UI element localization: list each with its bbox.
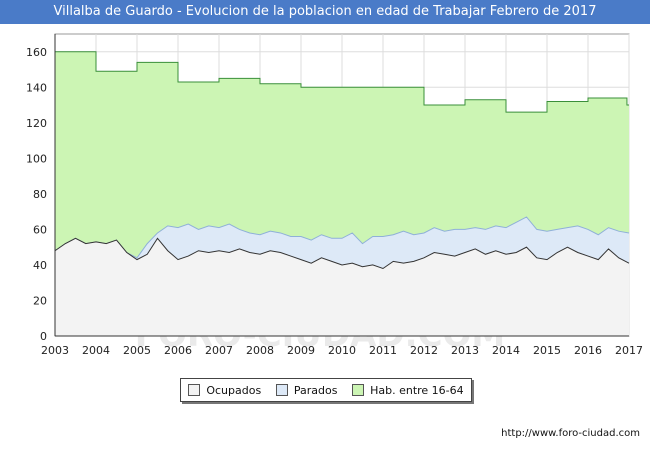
y-tick-label-80: 80 xyxy=(33,188,47,201)
axes: 0 20 40 60 80 100 120 140 160 2003 2004 2005 2006 200… xyxy=(26,34,643,357)
x-tick-label-2010: 2010 xyxy=(328,344,356,357)
x-tick-label-2006: 2006 xyxy=(164,344,192,357)
x-tick-label-2011: 2011 xyxy=(369,344,397,357)
y-tick-label-0: 0 xyxy=(40,330,47,343)
series-areas xyxy=(54,51,630,336)
x-tick-label-2015: 2015 xyxy=(533,344,561,357)
x-tick-label-2017: 2017 xyxy=(615,344,643,357)
x-tick-label-2007: 2007 xyxy=(205,344,233,357)
y-tick-label-20: 20 xyxy=(33,294,47,307)
legend-item-hab: Hab. entre 16-64 xyxy=(352,384,464,397)
x-tick-label-2005: 2005 xyxy=(123,344,151,357)
x-tick-label-2013: 2013 xyxy=(451,344,479,357)
x-tick-label-2014: 2014 xyxy=(492,344,520,357)
x-tick-label-2003: 2003 xyxy=(41,344,69,357)
y-tick-label-140: 140 xyxy=(26,81,47,94)
line-parados xyxy=(54,216,630,259)
y-tick-label-100: 100 xyxy=(26,152,47,165)
source-url[interactable]: http://www.foro-ciudad.com xyxy=(501,428,640,439)
legend-label-hab: Hab. entre 16-64 xyxy=(370,383,464,397)
legend-item-ocupados: Ocupados xyxy=(188,384,261,397)
legend-label-parados: Parados xyxy=(293,383,338,397)
line-ocupados xyxy=(54,237,630,270)
area-chart: FORO-CIUDAD.COM 020406080100120140160200… xyxy=(26,33,643,357)
x-tick-label-2012: 2012 xyxy=(410,344,438,357)
x-tick-label-2009: 2009 xyxy=(287,344,315,357)
legend-label-ocupados: Ocupados xyxy=(206,383,262,397)
legend-item-parados: Parados xyxy=(275,383,338,397)
y-tick-label-60: 60 xyxy=(33,223,47,236)
y-tick-label-120: 120 xyxy=(26,117,47,130)
legend-swatch-hab xyxy=(352,384,365,396)
y-tick-label-160: 160 xyxy=(26,46,47,59)
line-hab xyxy=(55,51,629,113)
legend-swatch-parados xyxy=(275,384,288,396)
legend-swatch-ocupados xyxy=(188,384,201,396)
x-tick-label-2004: 2004 xyxy=(82,344,110,357)
y-tick-label-40: 40 xyxy=(33,259,47,272)
area-ocupados xyxy=(55,238,629,336)
x-tick-label-2008: 2008 xyxy=(246,344,274,357)
legend: Ocupados Parados Hab. entre 16-64 xyxy=(180,378,472,402)
chart-title: Villalba de Guardo - Evolucion de la pob… xyxy=(0,0,650,24)
x-tick-label-2016: 2016 xyxy=(574,344,602,357)
